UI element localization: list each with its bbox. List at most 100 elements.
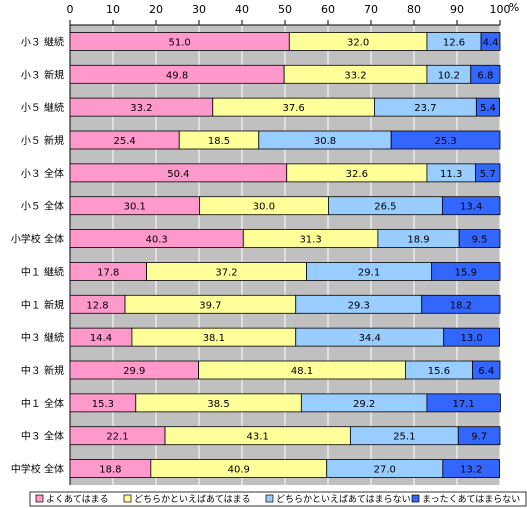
data-label: 23.7	[414, 103, 436, 114]
data-label: 13.4	[460, 202, 482, 213]
legend-swatch	[123, 494, 132, 503]
data-label: 37.2	[215, 267, 237, 278]
data-label: 4.4	[483, 37, 499, 48]
data-label: 6.8	[477, 70, 493, 81]
bar-segment	[475, 97, 500, 117]
data-label: 32.6	[346, 169, 368, 180]
data-label: 10.2	[438, 70, 460, 81]
data-label: 9.5	[472, 235, 488, 246]
legend-label: どちらかといえばあてはまらない	[276, 494, 411, 505]
category-label: 中３ 新規	[21, 364, 64, 377]
bar-segment	[480, 32, 501, 51]
data-label: 40.3	[146, 235, 168, 246]
data-label: 48.1	[291, 366, 313, 377]
bar-segment	[390, 130, 501, 150]
category-label: 小３ 全体	[21, 167, 64, 180]
data-label: 33.2	[344, 70, 366, 81]
bar-segment	[441, 196, 501, 216]
data-label: 29.9	[123, 366, 145, 377]
data-label: 38.5	[207, 399, 229, 410]
data-label: 17.8	[97, 267, 119, 278]
x-tick-label: 30	[192, 3, 206, 16]
x-tick-label: 90	[450, 3, 464, 16]
category-label: 小３ 継続	[21, 35, 64, 48]
x-tick-label: 100	[490, 3, 511, 16]
bar-segment	[470, 64, 501, 84]
x-tick-label: 10	[106, 3, 120, 16]
data-label: 5.4	[480, 103, 496, 114]
data-label: 30.8	[314, 136, 336, 147]
category-label: 中３ 全体	[21, 430, 64, 443]
x-tick-label: 70	[364, 3, 378, 16]
data-label: 39.7	[199, 300, 221, 311]
data-label: 12.6	[443, 37, 465, 48]
data-label: 32.0	[347, 37, 369, 48]
category-label: 中学校 全体	[11, 463, 64, 476]
legend-swatch	[411, 494, 420, 503]
x-tick-label: 40	[235, 3, 249, 16]
data-label: 15.3	[92, 399, 114, 410]
x-axis-unit: %	[509, 1, 519, 14]
bar-segment	[475, 163, 501, 183]
data-label: 18.5	[208, 136, 230, 147]
data-label: 11.3	[440, 169, 462, 180]
x-tick-label: 60	[321, 3, 335, 16]
data-label: 6.4	[478, 366, 494, 377]
legend-label: まったくあてはまらない	[422, 494, 520, 505]
bar-segment	[458, 229, 501, 248]
data-label: 12.8	[86, 300, 108, 311]
data-label: 49.8	[166, 70, 188, 81]
legend-swatch	[265, 494, 274, 503]
data-label: 22.1	[106, 432, 128, 443]
data-label: 25.3	[434, 136, 456, 147]
x-tick-label: 80	[407, 3, 421, 16]
category-label: 小５ 全体	[21, 200, 64, 213]
x-tick-label: 20	[149, 3, 163, 16]
data-label: 18.8	[99, 465, 121, 476]
data-label: 9.7	[471, 432, 487, 443]
bar-segment	[457, 426, 501, 446]
category-label: 中１ 継続	[21, 265, 64, 278]
data-label: 5.7	[480, 169, 496, 180]
data-label: 40.9	[228, 465, 250, 476]
legend-box	[29, 491, 527, 507]
category-label: 小５ 新規	[21, 134, 64, 147]
data-label: 15.6	[428, 366, 450, 377]
data-label: 18.9	[407, 235, 429, 246]
category-label: 小３ 新規	[21, 68, 64, 81]
data-label: 27.0	[374, 465, 396, 476]
data-label: 30.0	[253, 202, 275, 213]
bar-segment	[443, 327, 500, 347]
data-label: 34.4	[359, 333, 381, 344]
bar-segment	[426, 393, 501, 413]
category-label: 中３ 継続	[21, 331, 64, 344]
data-label: 30.1	[124, 202, 146, 213]
data-label: 13.2	[460, 465, 482, 476]
legend-label: どちらかといえばあてはまる	[134, 494, 251, 505]
data-label: 33.2	[130, 103, 152, 114]
data-label: 43.1	[247, 432, 269, 443]
category-label: 小学校 全体	[11, 233, 64, 246]
data-label: 25.1	[393, 432, 415, 443]
bar-segment	[442, 459, 500, 478]
data-label: 15.9	[455, 267, 477, 278]
category-label: 中１ 全体	[21, 397, 64, 410]
data-label: 31.3	[299, 235, 321, 246]
data-label: 13.0	[460, 333, 482, 344]
data-label: 50.4	[167, 169, 189, 180]
category-label: 小５ 継続	[21, 101, 64, 114]
data-label: 51.0	[169, 37, 191, 48]
x-tick-label: 50	[278, 3, 292, 16]
data-label: 18.2	[450, 300, 472, 311]
data-label: 38.1	[203, 333, 225, 344]
bar-segment	[431, 262, 501, 281]
bar-segment	[472, 360, 501, 380]
legend-label: よくあてはまる	[46, 494, 109, 505]
data-label: 29.1	[358, 267, 380, 278]
data-label: 26.5	[374, 202, 396, 213]
data-label: 37.6	[282, 103, 304, 114]
legend-swatch	[35, 494, 44, 503]
data-label: 29.3	[348, 300, 370, 311]
